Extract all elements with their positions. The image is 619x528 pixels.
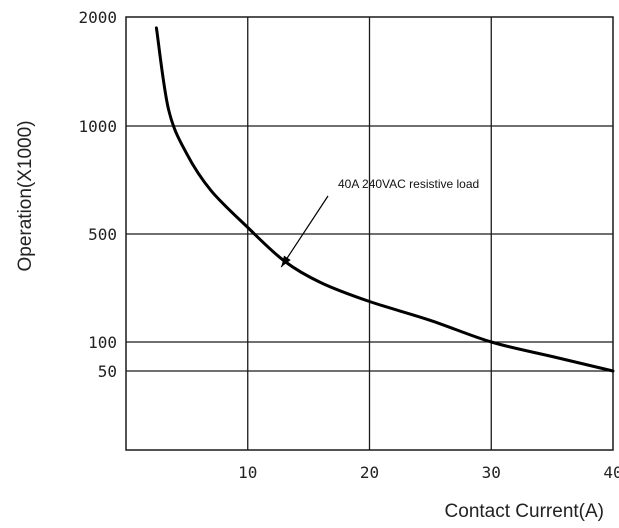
annotation: 40A 240VAC resistive load xyxy=(280,177,479,268)
annotation-arrowhead xyxy=(281,255,291,267)
y-tick-label: 500 xyxy=(88,225,117,244)
x-tick-label: 20 xyxy=(360,463,379,482)
horizontal-gridlines xyxy=(126,125,613,372)
y-tick-label: 2000 xyxy=(78,8,117,27)
x-tick-label: 30 xyxy=(482,463,501,482)
series-line xyxy=(154,26,615,373)
y-tick-label: 50 xyxy=(98,362,117,381)
plot-frame xyxy=(125,16,614,451)
y-axis-title: Operation(X1000) xyxy=(15,120,36,271)
x-tick-label: 40 xyxy=(603,463,619,482)
x-tick-labels: 10 20 30 40 xyxy=(238,463,619,482)
x-tick-label: 10 xyxy=(238,463,257,482)
x-axis-title: Contact Current(A) xyxy=(445,501,604,522)
y-tick-labels: 50 100 500 1000 2000 xyxy=(78,8,117,381)
annotation-leader-line xyxy=(280,195,329,268)
annotation-text: 40A 240VAC resistive load xyxy=(338,177,479,191)
y-tick-label: 1000 xyxy=(78,117,117,136)
y-tick-label: 100 xyxy=(88,333,117,352)
